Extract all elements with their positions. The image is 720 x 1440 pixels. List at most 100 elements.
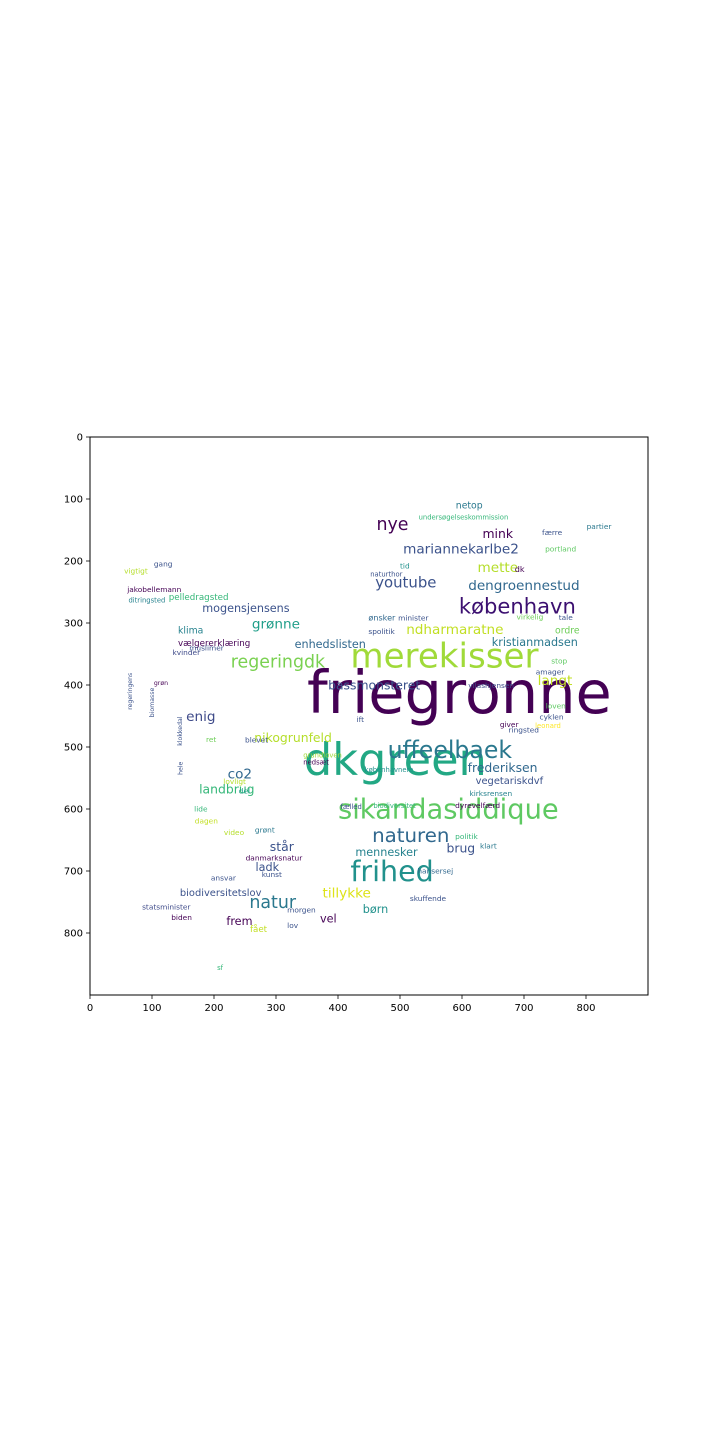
word-naturthor: naturthor bbox=[370, 571, 402, 579]
word-dk: dk bbox=[515, 564, 525, 574]
word-nedsæt: nedsæt bbox=[303, 758, 329, 766]
word-uffeelbaek: uffeelbaek bbox=[388, 736, 513, 764]
word-ringsted: ringsted bbox=[509, 726, 540, 735]
y-tick-label: 600 bbox=[64, 805, 83, 816]
word-enig: enig bbox=[186, 709, 215, 725]
word-ift: ift bbox=[357, 715, 365, 724]
word-naturen: naturen bbox=[372, 824, 449, 847]
word-ret: ret bbox=[206, 735, 216, 744]
word-brug: brug bbox=[447, 840, 476, 855]
word-står: står bbox=[270, 839, 295, 854]
y-tick-label: 100 bbox=[64, 495, 83, 506]
word-portland: portland bbox=[545, 545, 576, 554]
word-langt: langt bbox=[538, 673, 573, 689]
word-børn: børn bbox=[363, 903, 388, 916]
word-kunst: kunst bbox=[262, 870, 282, 879]
word-tillykke: tillykke bbox=[323, 886, 371, 902]
plot-area bbox=[89, 436, 649, 996]
word-klart: klart bbox=[480, 842, 497, 851]
word-dagen: dagen bbox=[195, 816, 218, 825]
word-tid: tid bbox=[400, 561, 410, 570]
y-tick-label: 700 bbox=[64, 867, 83, 878]
word-frem: frem bbox=[226, 915, 252, 928]
word-dyrevelfærd: dyrevelfærd bbox=[455, 801, 500, 810]
word-netop: netop bbox=[456, 500, 483, 511]
word-kvinder: kvinder bbox=[172, 648, 201, 657]
word-politik: politik bbox=[455, 832, 478, 841]
word-vælgererklæring: vælgererklæring bbox=[178, 639, 250, 649]
word-hele: hele bbox=[177, 761, 184, 774]
word-lov: lov bbox=[287, 921, 299, 930]
word-biodiversitetslov: biodiversitetslov bbox=[180, 888, 262, 899]
word-kirksrensen: kirksrensen bbox=[469, 789, 512, 798]
word-ladk: ladk bbox=[256, 861, 280, 874]
word-video: video bbox=[224, 828, 245, 837]
word-stop: stop bbox=[551, 656, 567, 665]
word-natur: natur bbox=[249, 893, 297, 913]
word-mogensjensens: mogensjensens bbox=[202, 602, 290, 615]
y-tick-label: 500 bbox=[64, 743, 83, 754]
word-partier: partier bbox=[587, 522, 613, 531]
word-fået: fået bbox=[250, 924, 268, 935]
word-undersøgelseskommission: undersøgelseskommission bbox=[419, 513, 509, 521]
x-tick-label: 700 bbox=[514, 1003, 533, 1014]
word-minister: minister bbox=[398, 614, 429, 623]
x-tick-label: 100 bbox=[142, 1003, 161, 1014]
word-færre: færre bbox=[542, 528, 563, 537]
y-axis: 0 100 200 300 400 500 600 700 800 bbox=[64, 433, 90, 940]
word-ditringsted: ditringsted bbox=[128, 597, 165, 605]
word-dkgreen: dkgreen bbox=[304, 734, 487, 786]
word-bassmonsteret: bassmonsteret bbox=[328, 677, 420, 692]
word-lovligt: lovligt bbox=[223, 777, 246, 786]
y-tick-label: 200 bbox=[64, 557, 83, 568]
word-mariannekarlbe2: mariannekarlbe2 bbox=[403, 542, 519, 558]
word-del: del bbox=[239, 787, 250, 796]
word-vel: vel bbox=[320, 912, 337, 925]
word-nye: nye bbox=[376, 515, 408, 535]
word-biomasse: biomasse bbox=[149, 688, 156, 718]
y-tick-label: 800 bbox=[64, 929, 83, 940]
word-virkelig: virkelig bbox=[517, 612, 544, 621]
word-morgen: morgen bbox=[287, 906, 316, 915]
y-tick-label: 400 bbox=[64, 681, 83, 692]
word-københavnere: københavnere bbox=[365, 766, 414, 774]
word-grønne: grønne bbox=[252, 617, 300, 633]
word-ndharmaratne: ndharmaratne bbox=[406, 622, 503, 638]
word-muslimer: muslimer bbox=[189, 643, 225, 652]
word-grøn: grøn bbox=[154, 680, 168, 687]
word-landbrug: landbrug bbox=[199, 782, 254, 797]
word-youtube: youtube bbox=[375, 574, 436, 592]
word-mette: mette bbox=[478, 560, 519, 576]
word-cloud: friegronne dkgreen merekisser sikandasiddiq… bbox=[124, 500, 612, 972]
word-klima: klima bbox=[178, 626, 203, 637]
word-co2: co2 bbox=[228, 767, 252, 783]
word-frihed: frihed bbox=[350, 855, 433, 888]
y-tick-label: 300 bbox=[64, 619, 83, 630]
word-regeringdk: regeringdk bbox=[231, 653, 326, 673]
word-biodiversitet: biodiversitet bbox=[373, 802, 416, 810]
word-nikogrunfeld: nikogrunfeld bbox=[254, 730, 332, 745]
word-statsminister: statsminister bbox=[142, 902, 191, 911]
word-grundloven: grundloven bbox=[303, 752, 342, 760]
word-ønsker: ønsker bbox=[368, 613, 396, 623]
word-københavn: københavn bbox=[459, 594, 576, 619]
word-jakobellemann: jakobellemann bbox=[126, 585, 181, 594]
word-gang: gang bbox=[154, 560, 173, 569]
word-enhedslisten: enhedslisten bbox=[295, 638, 366, 651]
x-tick-label: 400 bbox=[328, 1003, 347, 1014]
word-cyklen: cyklen bbox=[540, 713, 564, 722]
x-tick-label: 800 bbox=[576, 1003, 595, 1014]
word-klokkedal: klokkedal bbox=[177, 716, 184, 746]
word-fælled: fælled bbox=[340, 803, 361, 811]
word-dengroennestud: dengroennestud bbox=[468, 578, 579, 594]
word-skuffende: skuffende bbox=[410, 894, 447, 903]
word-lide: lide bbox=[194, 804, 208, 813]
x-axis: 0 100 200 300 400 500 600 700 800 bbox=[87, 995, 596, 1014]
word-vegetariskdvf: vegetariskdvf bbox=[476, 776, 544, 787]
word-blevet: blevet bbox=[245, 736, 268, 745]
word-biden: biden bbox=[171, 913, 192, 922]
word-sf: sf bbox=[217, 964, 224, 972]
word-giver: giver bbox=[500, 720, 520, 729]
word-tale: tale bbox=[559, 613, 573, 622]
